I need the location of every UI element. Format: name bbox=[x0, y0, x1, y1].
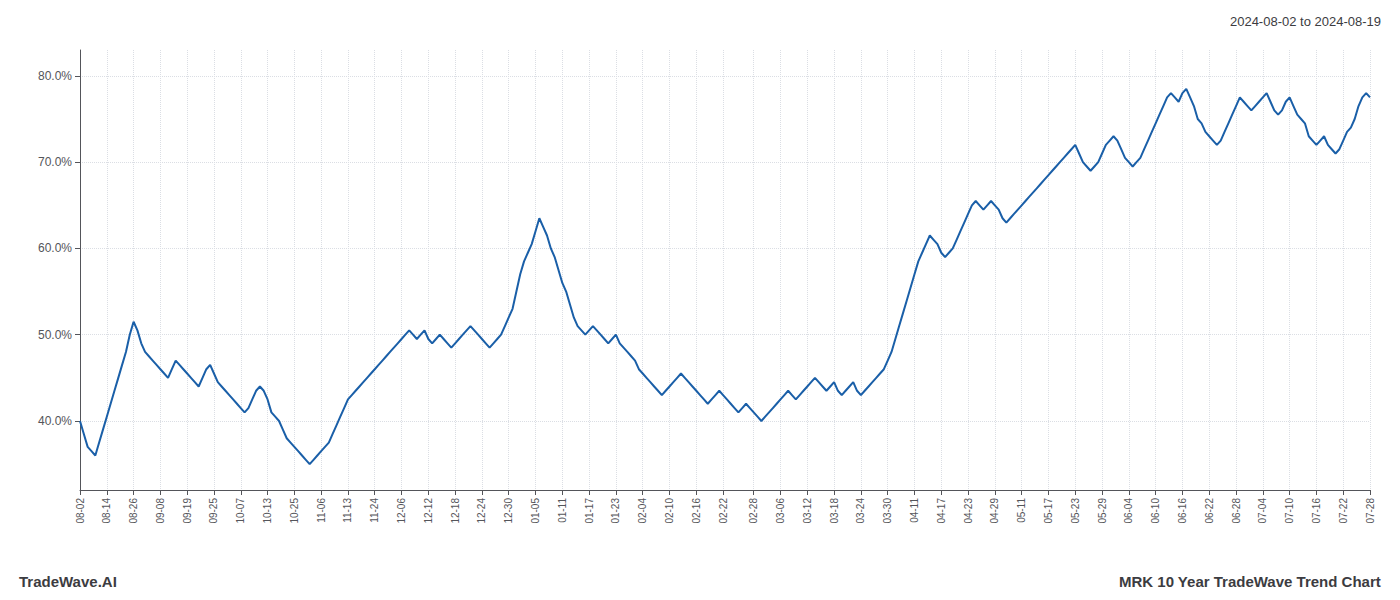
svg-text:80.0%: 80.0% bbox=[38, 69, 72, 83]
svg-text:04-29: 04-29 bbox=[989, 498, 1000, 524]
svg-text:04-23: 04-23 bbox=[963, 498, 974, 524]
svg-text:12-12: 12-12 bbox=[423, 498, 434, 524]
svg-text:01-17: 01-17 bbox=[584, 498, 595, 524]
svg-text:07-04: 07-04 bbox=[1257, 498, 1268, 524]
svg-text:04-17: 04-17 bbox=[936, 498, 947, 524]
svg-text:03-24: 03-24 bbox=[855, 498, 866, 524]
svg-text:09-19: 09-19 bbox=[182, 498, 193, 524]
svg-text:11-13: 11-13 bbox=[342, 498, 353, 523]
svg-text:10-25: 10-25 bbox=[289, 498, 300, 524]
svg-text:12-06: 12-06 bbox=[396, 498, 407, 524]
svg-text:03-18: 03-18 bbox=[829, 498, 840, 524]
svg-text:01-23: 01-23 bbox=[610, 498, 621, 524]
svg-text:07-28: 07-28 bbox=[1365, 498, 1376, 524]
svg-text:03-30: 03-30 bbox=[882, 498, 893, 524]
svg-text:07-22: 07-22 bbox=[1338, 498, 1349, 524]
svg-text:TradeWave.AI: TradeWave.AI bbox=[19, 573, 117, 590]
svg-text:12-30: 12-30 bbox=[503, 498, 514, 524]
svg-text:10-13: 10-13 bbox=[262, 498, 273, 524]
svg-text:07-16: 07-16 bbox=[1311, 498, 1322, 524]
svg-text:08-02: 08-02 bbox=[75, 498, 86, 524]
svg-text:06-10: 06-10 bbox=[1150, 498, 1161, 524]
svg-text:03-12: 03-12 bbox=[802, 498, 813, 524]
svg-text:06-16: 06-16 bbox=[1177, 498, 1188, 524]
svg-text:08-26: 08-26 bbox=[128, 498, 139, 524]
svg-text:50.0%: 50.0% bbox=[38, 328, 72, 342]
svg-text:02-04: 02-04 bbox=[637, 498, 648, 524]
svg-text:05-17: 05-17 bbox=[1043, 498, 1054, 524]
svg-text:11-24: 11-24 bbox=[369, 498, 380, 523]
svg-text:06-04: 06-04 bbox=[1123, 498, 1134, 524]
svg-text:12-18: 12-18 bbox=[450, 498, 461, 524]
svg-text:05-23: 05-23 bbox=[1070, 498, 1081, 524]
svg-text:06-28: 06-28 bbox=[1231, 498, 1242, 524]
svg-text:03-06: 03-06 bbox=[775, 498, 786, 524]
svg-text:70.0%: 70.0% bbox=[38, 155, 72, 169]
svg-text:12-24: 12-24 bbox=[476, 498, 487, 524]
svg-text:MRK 10 Year TradeWave Trend Ch: MRK 10 Year TradeWave Trend Chart bbox=[1119, 573, 1381, 590]
svg-text:02-10: 02-10 bbox=[664, 498, 675, 524]
svg-text:04-11: 04-11 bbox=[909, 498, 920, 523]
svg-text:2024-08-02 to 2024-08-19: 2024-08-02 to 2024-08-19 bbox=[1230, 14, 1381, 29]
svg-text:01-05: 01-05 bbox=[530, 498, 541, 524]
svg-text:06-22: 06-22 bbox=[1204, 498, 1215, 524]
svg-text:08-14: 08-14 bbox=[101, 498, 112, 524]
svg-text:09-25: 09-25 bbox=[208, 498, 219, 524]
svg-text:02-16: 02-16 bbox=[691, 498, 702, 524]
svg-text:01-11: 01-11 bbox=[557, 498, 568, 523]
svg-text:11-06: 11-06 bbox=[316, 498, 327, 523]
svg-text:10-07: 10-07 bbox=[235, 498, 246, 524]
svg-text:40.0%: 40.0% bbox=[38, 414, 72, 428]
svg-text:07-10: 07-10 bbox=[1284, 498, 1295, 524]
svg-text:02-28: 02-28 bbox=[748, 498, 759, 524]
svg-text:05-29: 05-29 bbox=[1097, 498, 1108, 524]
svg-text:60.0%: 60.0% bbox=[38, 241, 72, 255]
svg-text:02-22: 02-22 bbox=[718, 498, 729, 524]
svg-text:09-08: 09-08 bbox=[155, 498, 166, 524]
svg-text:05-11: 05-11 bbox=[1016, 498, 1027, 523]
